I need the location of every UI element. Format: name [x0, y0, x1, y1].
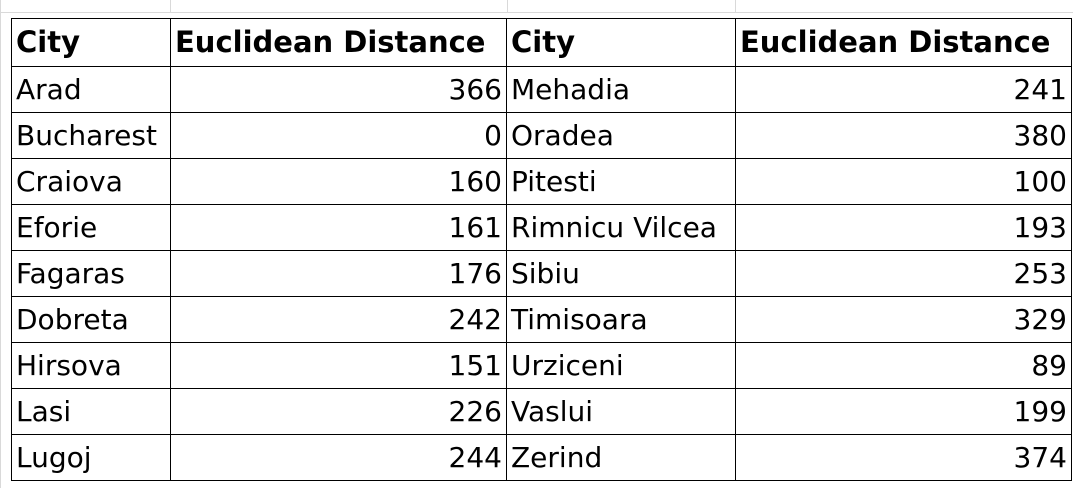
distance-cell[interactable]: 160: [170, 158, 507, 205]
table-row: Dobreta 242 Timisoara 329: [11, 296, 1072, 343]
distance-cell[interactable]: 329: [735, 296, 1072, 343]
table-row: Fagaras 176 Sibiu 253: [11, 250, 1072, 297]
distance-cell[interactable]: 193: [735, 204, 1072, 251]
distance-cell[interactable]: 0: [170, 112, 507, 159]
header-distance-2[interactable]: Euclidean Distance: [735, 18, 1072, 67]
distance-cell[interactable]: 366: [170, 66, 507, 113]
header-city-2[interactable]: City: [506, 18, 736, 67]
city-cell[interactable]: Urziceni: [506, 342, 736, 389]
euclidean-distance-table: City Euclidean Distance City Euclidean D…: [11, 18, 1072, 481]
gridline-row: [0, 0, 1073, 13]
city-cell[interactable]: Vaslui: [506, 388, 736, 435]
table-row: Lugoj 244 Zerind 374: [11, 434, 1072, 481]
gridline-column: [0, 0, 1, 488]
distance-cell[interactable]: 226: [170, 388, 507, 435]
city-cell[interactable]: Zerind: [506, 434, 736, 481]
city-cell[interactable]: Oradea: [506, 112, 736, 159]
table-row: Eforie 161 Rimnicu Vilcea 193: [11, 204, 1072, 251]
distance-cell[interactable]: 199: [735, 388, 1072, 435]
distance-cell[interactable]: 374: [735, 434, 1072, 481]
header-distance-1[interactable]: Euclidean Distance: [170, 18, 507, 67]
city-cell[interactable]: Hirsova: [11, 342, 171, 389]
table-row: Hirsova 151 Urziceni 89: [11, 342, 1072, 389]
city-cell[interactable]: Eforie: [11, 204, 171, 251]
table-row: Lasi 226 Vaslui 199: [11, 388, 1072, 435]
gridline-column: [170, 0, 171, 13]
city-cell[interactable]: Lasi: [11, 388, 171, 435]
city-cell[interactable]: Mehadia: [506, 66, 736, 113]
distance-cell[interactable]: 380: [735, 112, 1072, 159]
city-cell[interactable]: Lugoj: [11, 434, 171, 481]
city-cell[interactable]: Pitesti: [506, 158, 736, 205]
city-cell[interactable]: Dobreta: [11, 296, 171, 343]
city-cell[interactable]: Rimnicu Vilcea: [506, 204, 736, 251]
distance-cell[interactable]: 242: [170, 296, 507, 343]
distance-cell[interactable]: 89: [735, 342, 1072, 389]
city-cell[interactable]: Timisoara: [506, 296, 736, 343]
distance-cell[interactable]: 176: [170, 250, 507, 297]
city-cell[interactable]: Bucharest: [11, 112, 171, 159]
table-row: Craiova 160 Pitesti 100: [11, 158, 1072, 205]
distance-cell[interactable]: 244: [170, 434, 507, 481]
city-cell[interactable]: Craiova: [11, 158, 171, 205]
gridline-column: [735, 0, 736, 13]
table-row: Bucharest 0 Oradea 380: [11, 112, 1072, 159]
gridline-column: [507, 0, 508, 13]
table-row: Arad 366 Mehadia 241: [11, 66, 1072, 113]
distance-cell[interactable]: 241: [735, 66, 1072, 113]
distance-cell[interactable]: 161: [170, 204, 507, 251]
distance-cell[interactable]: 151: [170, 342, 507, 389]
header-row: City Euclidean Distance City Euclidean D…: [11, 18, 1072, 67]
city-cell[interactable]: Arad: [11, 66, 171, 113]
header-city-1[interactable]: City: [11, 18, 171, 67]
city-cell[interactable]: Fagaras: [11, 250, 171, 297]
distance-cell[interactable]: 253: [735, 250, 1072, 297]
distance-cell[interactable]: 100: [735, 158, 1072, 205]
city-cell[interactable]: Sibiu: [506, 250, 736, 297]
